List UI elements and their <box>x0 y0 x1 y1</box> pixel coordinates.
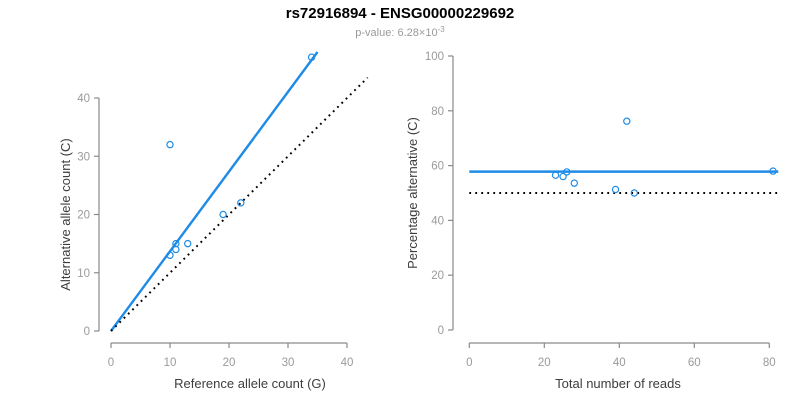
p-value-exponent: -3 <box>437 25 445 34</box>
data-point <box>769 167 777 175</box>
data-point <box>219 210 227 219</box>
x-tick-label: 0 <box>466 357 472 369</box>
data-point <box>630 189 639 197</box>
data-point <box>172 245 180 254</box>
y-tick-label: 10 <box>77 268 90 280</box>
data-point <box>166 140 174 149</box>
data-point <box>166 251 174 259</box>
y-tick-label: 30 <box>77 151 90 163</box>
x-tick-label: 80 <box>763 357 776 369</box>
left-panel-allele-counts: 0 10 20 30 40 0 10 20 30 40 Reference allele count… <box>58 51 369 391</box>
x-tick-label: 10 <box>164 357 177 369</box>
data-point <box>559 172 567 181</box>
y-tick-label: 20 <box>431 270 444 282</box>
fitted-allelic-ratio-line <box>110 51 319 332</box>
x-axis-title: Reference allele count (G) <box>174 376 326 391</box>
y-tick-label: 40 <box>431 215 444 227</box>
x-axis-title: Total number of reads <box>555 376 681 391</box>
x-tick-label: 20 <box>223 357 236 369</box>
x-tick-label: 0 <box>108 357 114 369</box>
data-point <box>563 168 571 176</box>
data-point <box>237 199 245 207</box>
p-value-label: p-value: <box>355 27 398 39</box>
identity-line <box>110 76 369 332</box>
y-tick-label: 40 <box>77 93 90 105</box>
right-panel-percentage-vs-coverage: 0 20 40 60 80 0 20 40 60 80 100 Total number of rea… <box>405 51 779 391</box>
x-tick-label: 30 <box>282 357 295 369</box>
y-tick-label: 20 <box>77 210 90 222</box>
x-tick-label: 20 <box>538 357 551 369</box>
p-value-times: ×10 <box>418 27 438 39</box>
x-tick-label: 40 <box>341 357 354 369</box>
x-tick-label: 60 <box>688 357 701 369</box>
y-tick-label: 0 <box>84 326 90 338</box>
y-axis-title: Percentage alternative (C) <box>405 117 420 269</box>
figure-title: rs72916894 - ENSG00000229692 <box>285 5 515 22</box>
data-point <box>551 171 560 179</box>
y-tick-label: 0 <box>438 325 444 337</box>
data-point <box>307 53 316 61</box>
data-point <box>183 239 192 248</box>
figure-subtitle: p-value: 6.28×10-3 <box>0 25 800 39</box>
y-tick-label: 60 <box>431 161 444 173</box>
data-point <box>623 117 631 125</box>
y-tick-label: 80 <box>431 106 444 118</box>
x-tick-label: 40 <box>613 357 626 369</box>
y-axis-title: Alternative allele count (C) <box>58 138 73 290</box>
data-point <box>570 179 579 187</box>
y-tick-label: 100 <box>425 51 444 63</box>
data-point <box>611 185 620 194</box>
p-value-mantissa: 6.28 <box>397 27 419 39</box>
